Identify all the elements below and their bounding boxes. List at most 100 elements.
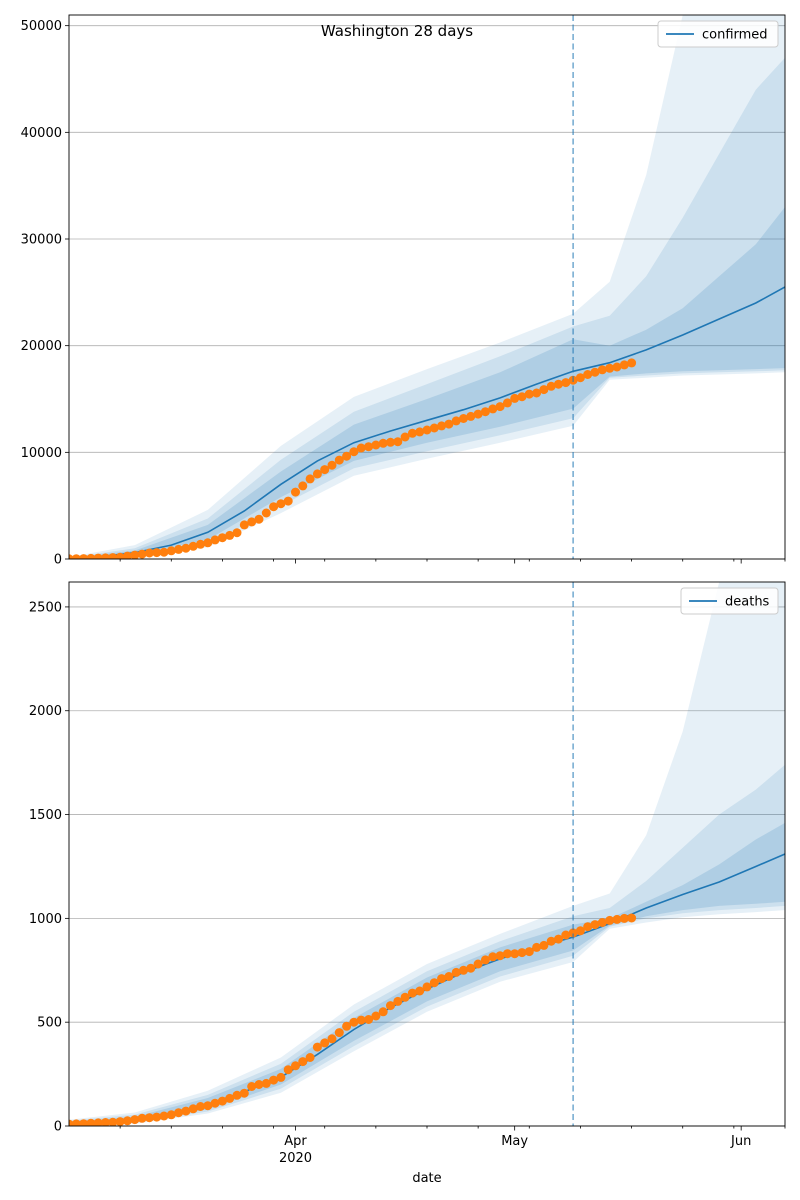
observed-point xyxy=(480,955,490,965)
observed-point xyxy=(407,988,417,998)
observed-point xyxy=(261,1078,271,1088)
observed-point xyxy=(122,1116,132,1126)
observed-point xyxy=(466,411,476,421)
observed-point xyxy=(225,530,235,540)
observed-point xyxy=(86,553,96,559)
observed-point xyxy=(554,934,563,944)
observed-point xyxy=(159,1111,169,1121)
observed-point xyxy=(473,409,483,419)
observed-point xyxy=(137,1113,147,1123)
observed-point xyxy=(495,951,505,961)
observed-point xyxy=(269,1075,279,1085)
observed-point xyxy=(605,915,615,925)
observed-point xyxy=(356,443,366,453)
x-tick-label: Apr xyxy=(284,1134,307,1149)
observed-point xyxy=(203,538,213,548)
observed-point xyxy=(232,528,242,538)
observed-point xyxy=(93,1118,103,1126)
observed-point xyxy=(575,373,585,383)
observed-point xyxy=(320,1038,330,1048)
observed-point xyxy=(203,1101,213,1111)
observed-point xyxy=(79,554,89,559)
observed-point xyxy=(502,398,512,408)
observed-point xyxy=(444,972,454,981)
observed-point xyxy=(364,1015,374,1024)
observed-point xyxy=(181,1106,191,1116)
y-tick-label: 50000 xyxy=(21,19,62,34)
uncertainty-band xyxy=(69,15,785,559)
observed-point xyxy=(247,1082,257,1091)
observed-point xyxy=(122,551,132,559)
observed-point xyxy=(400,992,410,1002)
observed-point xyxy=(583,370,593,379)
y-tick-label: 2000 xyxy=(29,704,62,719)
y-tick-label: 10000 xyxy=(21,446,62,461)
legend-box xyxy=(657,20,779,48)
observed-point xyxy=(356,1015,366,1025)
observed-point xyxy=(196,539,205,549)
observed-point xyxy=(539,940,549,950)
observed-point xyxy=(196,1102,205,1111)
observed-point xyxy=(407,428,417,438)
observed-point xyxy=(152,1112,162,1122)
observed-point xyxy=(444,419,454,429)
observed-point xyxy=(546,936,556,946)
observed-point xyxy=(137,549,147,559)
observed-point xyxy=(291,1061,300,1071)
observed-point xyxy=(393,996,403,1006)
observed-point xyxy=(225,1093,235,1103)
observed-point xyxy=(305,1053,315,1062)
observed-point xyxy=(473,959,483,969)
observed-point xyxy=(554,379,563,389)
observed-point xyxy=(349,1017,359,1027)
figure-title: Washington 28 days xyxy=(321,22,473,40)
observed-point xyxy=(386,1001,395,1011)
observed-point xyxy=(181,543,191,553)
observed-point xyxy=(386,437,395,447)
observed-point xyxy=(276,499,286,509)
observed-point xyxy=(342,451,352,461)
observed-point xyxy=(619,360,629,370)
observed-point xyxy=(130,1115,140,1125)
uncertainty-band xyxy=(69,582,785,1126)
observed-point xyxy=(597,918,607,927)
y-tick-label: 0 xyxy=(54,1120,62,1135)
observed-point xyxy=(210,1098,220,1108)
observed-point xyxy=(400,432,410,442)
observed-point xyxy=(510,949,520,959)
observed-point xyxy=(451,967,461,977)
observed-point xyxy=(276,1072,286,1082)
observed-point xyxy=(239,1088,249,1098)
observed-point xyxy=(415,986,425,996)
observed-point xyxy=(152,548,162,558)
observed-point xyxy=(546,381,556,391)
observed-point xyxy=(188,541,198,551)
observed-point xyxy=(86,1118,96,1126)
x-tick-sublabel: 2020 xyxy=(279,1151,312,1166)
observed-point xyxy=(539,385,549,395)
x-tick-label: Jun xyxy=(730,1134,751,1149)
observed-point xyxy=(239,520,249,530)
observed-point xyxy=(254,514,264,524)
observed-point xyxy=(115,552,125,559)
observed-point xyxy=(305,474,315,484)
observed-point xyxy=(108,553,118,559)
observed-point xyxy=(378,438,388,448)
observed-point xyxy=(415,427,425,437)
observed-point xyxy=(510,393,520,403)
observed-point xyxy=(583,922,593,932)
legend: deaths xyxy=(680,587,779,615)
model-line xyxy=(69,286,785,559)
observed-point xyxy=(217,1096,227,1106)
observed-point xyxy=(597,365,607,375)
observed-point xyxy=(568,928,578,938)
observed-point xyxy=(627,913,637,923)
observed-point xyxy=(71,1119,81,1126)
observed-point xyxy=(429,978,439,988)
observed-point xyxy=(605,363,615,373)
observed-point xyxy=(437,974,447,984)
plot-area xyxy=(69,15,785,559)
observed-point xyxy=(130,550,140,559)
observed-point xyxy=(210,535,220,545)
observed-point xyxy=(517,392,527,402)
